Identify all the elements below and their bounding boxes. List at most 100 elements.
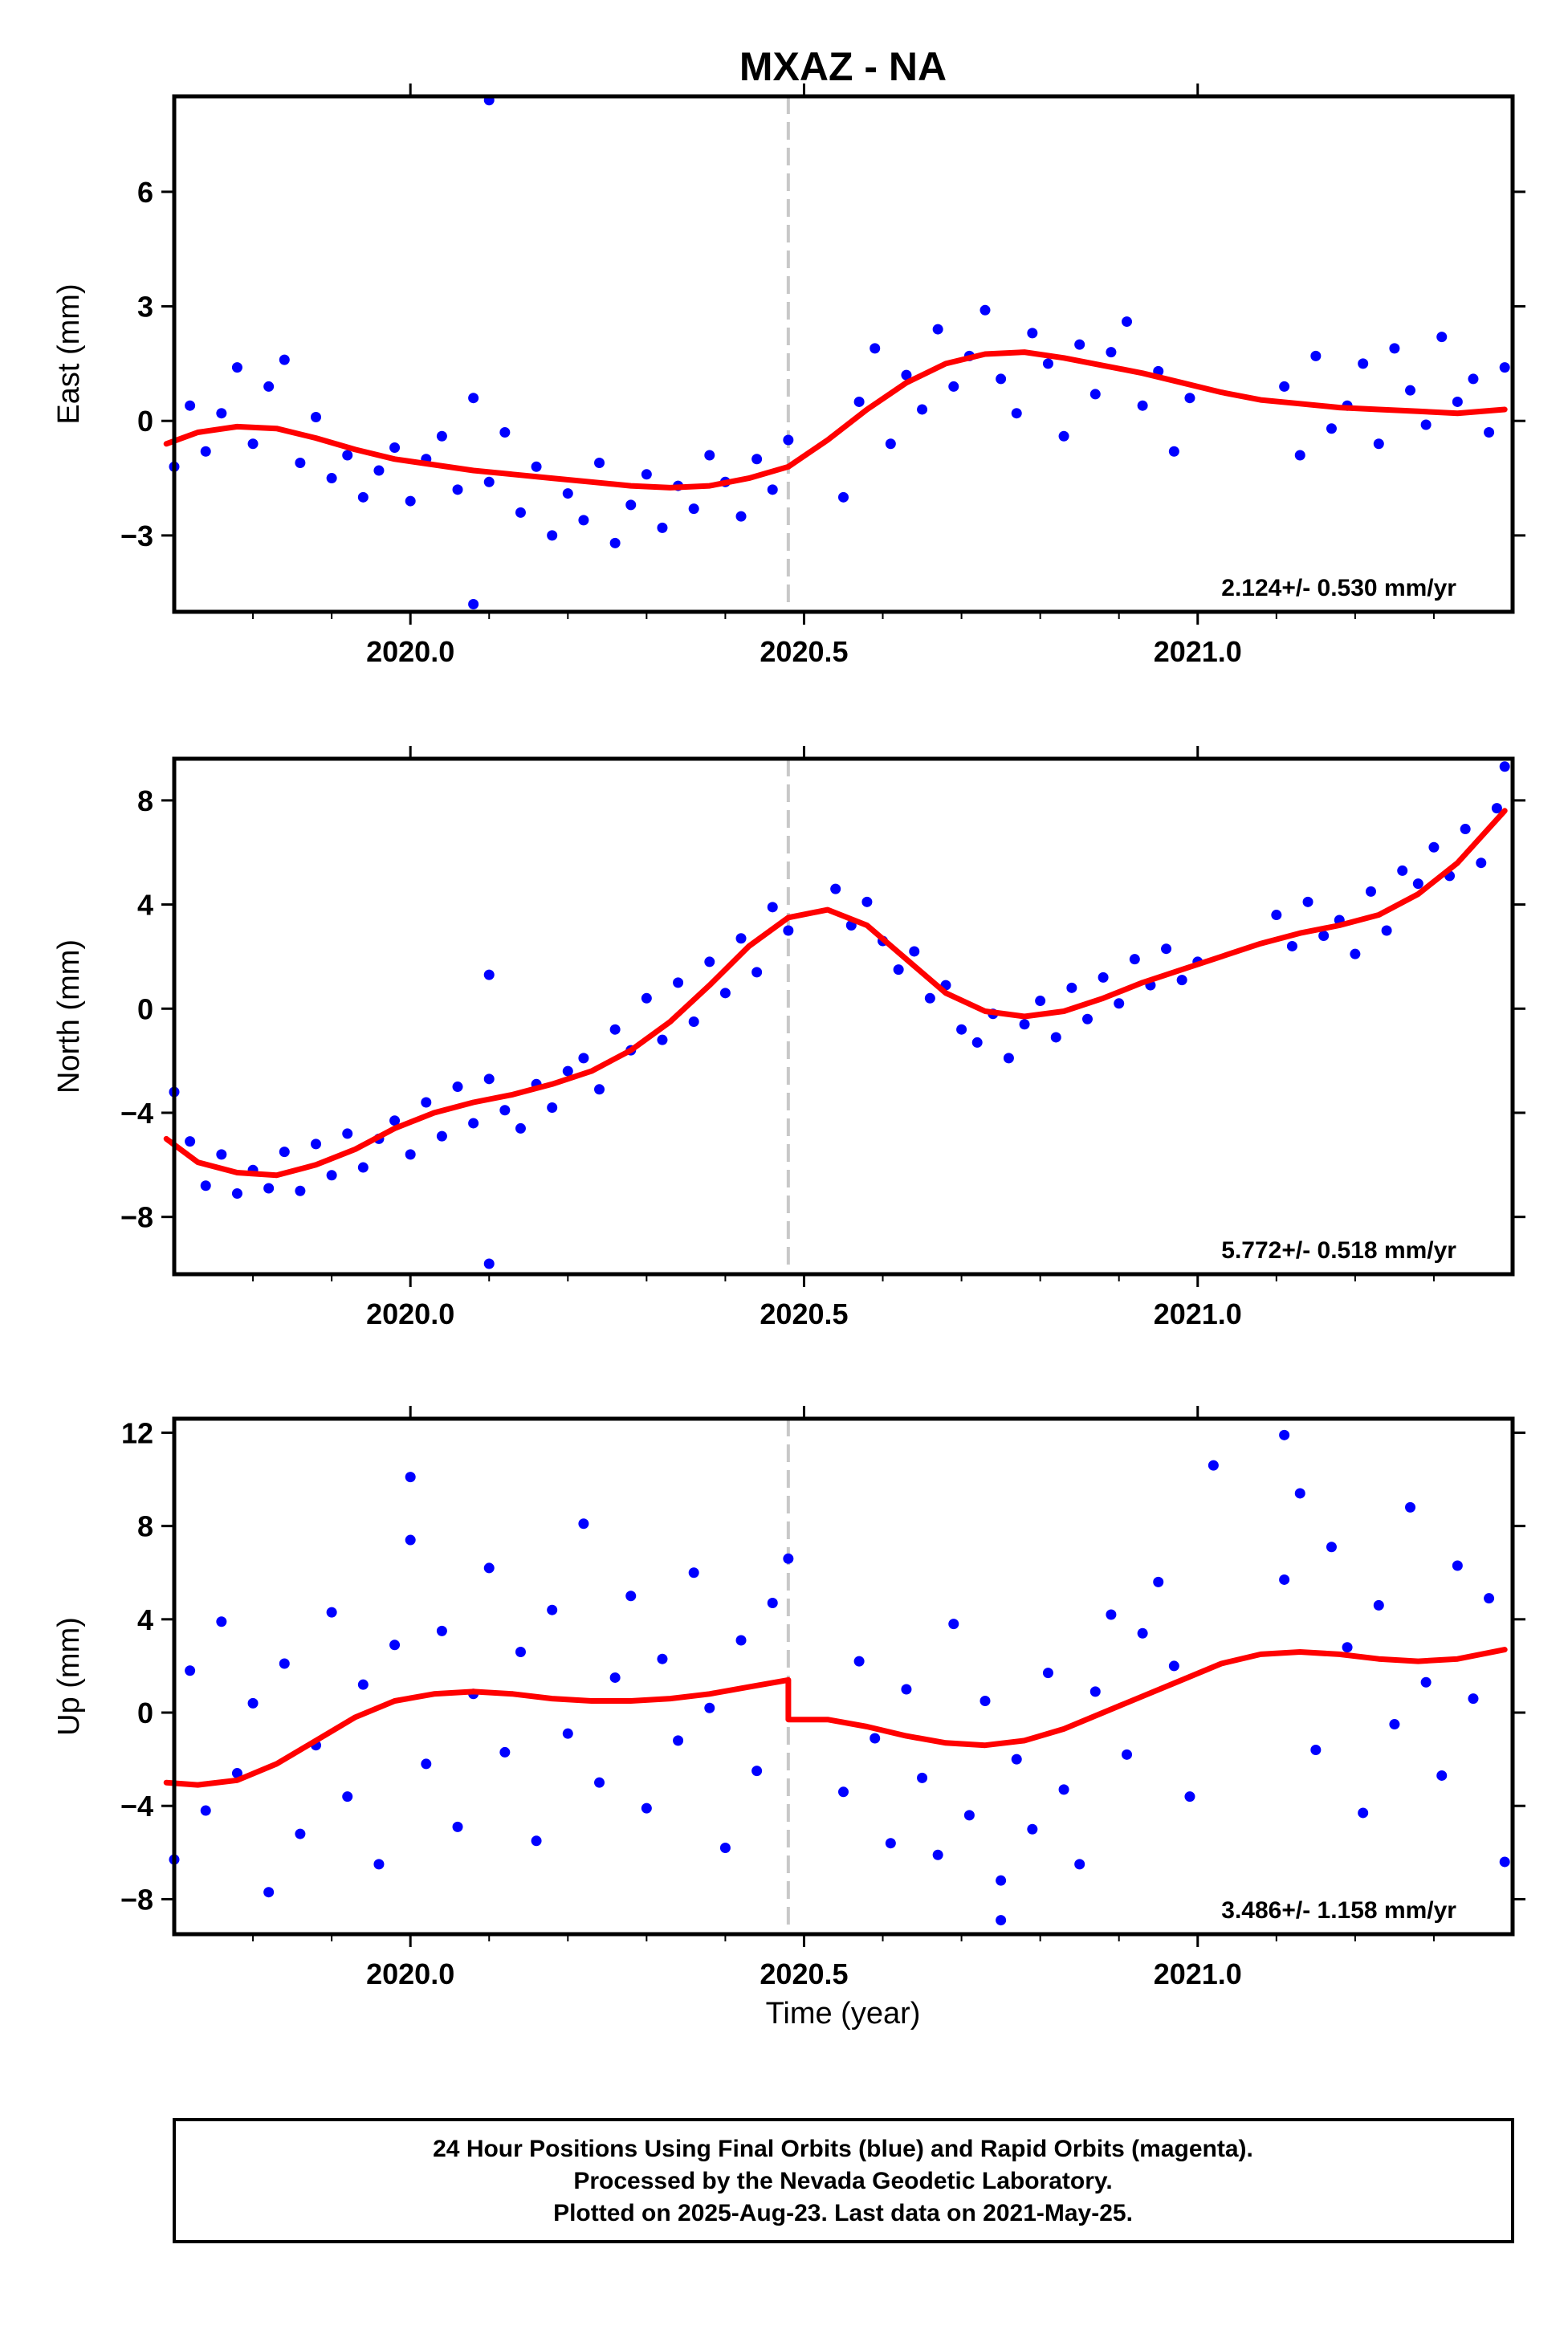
east-model-curve	[163, 349, 1508, 491]
up-data-point	[1089, 1686, 1101, 1697]
up-data-point	[1074, 1859, 1085, 1870]
up-data-point	[1358, 1807, 1369, 1819]
up-data-point	[1499, 1856, 1510, 1868]
up-data-point	[688, 1567, 699, 1578]
east-data-point	[216, 408, 227, 419]
east-data-point	[436, 430, 447, 442]
up-data-point	[389, 1640, 401, 1651]
north-data-point	[483, 969, 495, 980]
up-data-point	[1122, 1749, 1133, 1760]
up-data-point	[1279, 1429, 1290, 1440]
up-data-point	[1137, 1627, 1148, 1639]
east-data-point	[1468, 373, 1479, 385]
east-data-point	[688, 503, 699, 515]
north-y-tick-label: 4	[137, 889, 153, 922]
up-data-point	[421, 1758, 432, 1770]
east-data-point	[657, 522, 668, 533]
east-data-point	[1499, 362, 1510, 373]
up-data-point	[885, 1838, 896, 1849]
east-data-point	[751, 454, 763, 465]
up-data-point	[641, 1802, 652, 1814]
up-data-point	[996, 1875, 1007, 1886]
up-data-point	[1468, 1693, 1479, 1705]
east-data-point	[295, 458, 306, 469]
east-data-point	[704, 450, 715, 461]
north-data-point	[263, 1183, 275, 1194]
east-data-point	[783, 434, 794, 446]
east-data-point	[1074, 339, 1085, 350]
north-plot-area	[174, 759, 1513, 1274]
north-data-point	[1081, 1013, 1093, 1024]
east-y-tick-label: 6	[137, 176, 153, 209]
east-data-point	[1405, 385, 1416, 396]
north-data-point	[1176, 975, 1187, 986]
up-data-point	[357, 1679, 369, 1690]
up-data-point	[1389, 1719, 1400, 1730]
east-data-point	[531, 461, 542, 472]
north-data-point	[342, 1128, 353, 1139]
up-data-point	[767, 1597, 778, 1608]
east-data-point	[1058, 430, 1069, 442]
north-data-point	[295, 1185, 306, 1196]
up-data-point	[1153, 1576, 1164, 1587]
east-data-point	[1484, 426, 1495, 438]
east-data-point	[1106, 347, 1117, 358]
up-data-point	[657, 1653, 668, 1664]
east-data-point	[1137, 400, 1148, 411]
up-data-point	[1208, 1460, 1219, 1471]
east-data-point	[932, 324, 943, 335]
east-plot-area	[174, 96, 1513, 612]
north-data-point	[562, 1065, 573, 1077]
east-y-tick-label: 3	[137, 291, 153, 324]
east-data-point	[594, 458, 605, 469]
east-data-point	[231, 362, 242, 373]
north-data-point	[909, 946, 920, 957]
up-data-point	[719, 1843, 731, 1854]
north-data-point	[719, 988, 731, 999]
north-data-point	[578, 1053, 589, 1064]
north-data-point	[185, 1136, 196, 1147]
north-y-axis-label: North (mm)	[52, 939, 86, 1094]
north-y-tick-label: 8	[137, 784, 153, 817]
up-data-point	[673, 1735, 684, 1746]
north-data-point	[326, 1170, 337, 1181]
east-data-point	[468, 393, 479, 404]
east-data-point	[853, 396, 865, 407]
up-plot-frame	[172, 1416, 1515, 1937]
north-plot-frame	[172, 756, 1515, 1277]
north-data-point	[436, 1130, 447, 1142]
north-data-point	[1019, 1019, 1030, 1030]
north-data-point	[1114, 998, 1125, 1009]
east-x-tick-label: 2020.5	[760, 635, 848, 668]
up-data-point	[1042, 1668, 1053, 1679]
up-panel: −8 −4 0 4 8 12 2020.0 2020.5 2021.0 Up (mm) 3.486+…	[52, 1406, 1525, 1990]
up-data-point	[231, 1768, 242, 1779]
up-data-point	[1420, 1676, 1432, 1688]
up-data-point	[216, 1616, 227, 1627]
east-rate-label: 2.124+/- 0.530 mm/yr	[1221, 575, 1456, 601]
north-panel: −8 −4 0 4 8 2020.0 2020.5 2021.0 North (mm) 5.772…	[52, 746, 1525, 1330]
up-rate-label: 3.486+/- 1.158 mm/yr	[1221, 1897, 1456, 1924]
north-rate-label: 5.772+/- 0.518 mm/yr	[1221, 1237, 1456, 1264]
north-data-point	[389, 1115, 401, 1126]
east-data-point	[996, 373, 1007, 385]
north-data-point	[1460, 824, 1471, 835]
up-data-point	[578, 1518, 589, 1530]
up-data-point	[547, 1604, 558, 1615]
up-data-point	[704, 1702, 715, 1713]
up-data-point	[1452, 1560, 1463, 1571]
up-data-point	[1484, 1593, 1495, 1604]
up-data-point	[515, 1646, 526, 1657]
up-data-point	[963, 1810, 975, 1821]
east-data-point	[1089, 389, 1101, 400]
north-model-curve	[163, 808, 1508, 1179]
up-data-point	[1106, 1609, 1117, 1620]
footer-line-1: 24 Hour Positions Using Final Orbits (bl…	[433, 2136, 1253, 2162]
up-y-tick-label: 4	[137, 1603, 153, 1636]
up-data-point	[499, 1746, 511, 1758]
north-data-point	[452, 1081, 463, 1093]
east-data-point	[247, 438, 259, 450]
north-y-tick-label: −4	[120, 1097, 153, 1130]
north-data-point	[1271, 910, 1282, 921]
